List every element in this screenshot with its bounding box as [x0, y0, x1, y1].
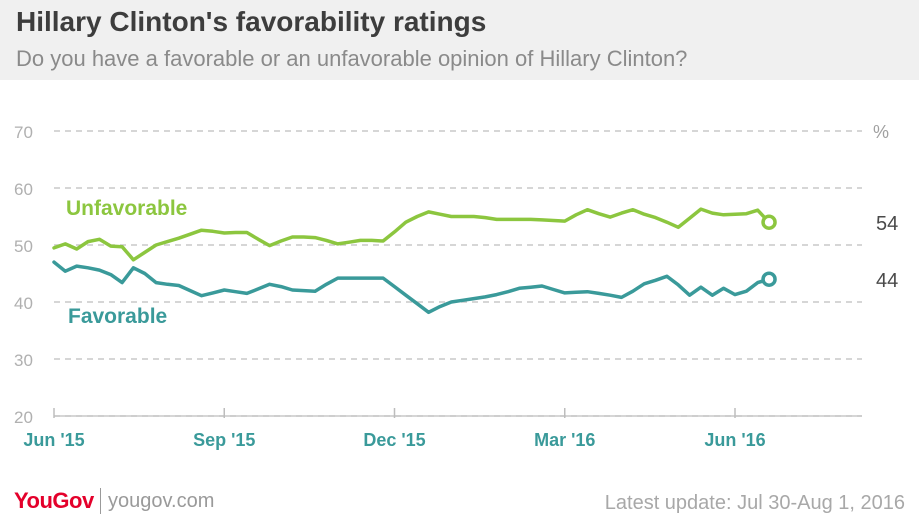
footer-site: yougov.com	[108, 490, 215, 512]
y-axis: 20 30 40 50 60 70%	[14, 122, 889, 427]
chart-title: Hillary Clinton's favorability ratings	[16, 6, 487, 37]
series-line-unfavorable	[52, 207, 771, 262]
x-tick-label: Jun '15	[23, 430, 84, 450]
x-tick-label: Jun '16	[704, 430, 765, 450]
end-value-label: 44	[876, 270, 898, 292]
chart-subtitle: Do you have a favorable or an unfavorabl…	[16, 46, 688, 71]
gridlines	[54, 130, 862, 417]
y-tick-label: 50	[14, 237, 33, 256]
series-line-favorable	[52, 260, 771, 315]
series-label-unfavorable: Unfavorable	[66, 197, 187, 220]
x-tick-label: Sep '15	[193, 430, 255, 450]
y-tick-label: 30	[14, 351, 33, 370]
x-tick-label: Mar '16	[534, 430, 595, 450]
line-chart: 20 30 40 50 60 70% Jun '15 Sep '15 Dec '15 Mar '…	[14, 122, 898, 450]
series-label-favorable: Favorable	[68, 305, 167, 328]
series-labels: 54 44 Unfavorable Favorable	[66, 197, 898, 328]
end-point-unfavorable	[761, 214, 777, 230]
y-tick-label: 60	[14, 180, 33, 199]
y-tick-label: 20	[14, 408, 33, 427]
header: Hillary Clinton's favorability ratings D…	[0, 0, 919, 80]
end-point-favorable	[761, 271, 777, 287]
y-tick-label: 70	[14, 123, 33, 142]
x-axis: Jun '15 Sep '15 Dec '15 Mar '16 Jun '16	[23, 408, 862, 450]
yougov-logo: YouGov	[14, 488, 94, 513]
latest-update: Latest update: Jul 30-Aug 1, 2016	[604, 492, 905, 514]
footer-divider	[100, 488, 101, 514]
series-lines	[52, 207, 777, 315]
end-value-label: 54	[876, 213, 898, 235]
y-tick-label: 40	[14, 294, 33, 313]
y-axis-label: %	[873, 122, 889, 142]
x-tick-label: Dec '15	[363, 430, 425, 450]
